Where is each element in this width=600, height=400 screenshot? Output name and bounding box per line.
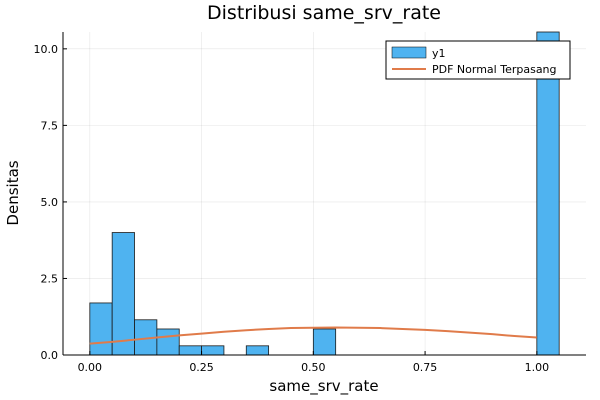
tick-labels: 0.00 0.25 0.50 0.75 1.00 0.0 2.5 5.0 7.5 10.0: [34, 43, 550, 374]
histogram-bar: [111, 232, 135, 356]
histogram-bar: [156, 328, 180, 356]
x-tick-label: 0.00: [78, 361, 103, 374]
histogram-bar: [201, 345, 225, 356]
pdf-curve: [89, 326, 537, 345]
histogram-bar: [536, 31, 560, 356]
histogram-bar: [245, 345, 270, 356]
legend-label-histogram: y1: [432, 47, 446, 60]
axes: [62, 32, 586, 356]
x-axis-title: same_srv_rate: [269, 377, 378, 396]
x-tick-label: 0.50: [301, 361, 326, 374]
histogram-bar: [89, 302, 113, 356]
x-tick-label: 0.25: [189, 361, 214, 374]
x-tick-label: 1.00: [525, 361, 550, 374]
histogram-bar: [312, 328, 337, 356]
histogram-bar: [178, 345, 202, 356]
legend-swatch-histogram: [391, 46, 427, 59]
y-tick-label: 2.5: [41, 272, 59, 285]
grid: [63, 32, 586, 356]
legend-label-curve: PDF Normal Terpasang: [432, 63, 557, 76]
histogram-bars: [89, 31, 560, 356]
y-tick-label: 10.0: [34, 43, 59, 56]
y-tick-label: 0.0: [41, 349, 59, 362]
y-tick-label: 7.5: [41, 119, 59, 132]
y-axis-title: Densitas: [4, 160, 22, 225]
pdf-curve-line: [89, 326, 537, 345]
legend: y1 PDF Normal Terpasang: [385, 40, 571, 80]
chart-title: Distribusi same_srv_rate: [207, 2, 441, 24]
y-tick-label: 5.0: [41, 196, 59, 209]
x-tick-label: 0.75: [413, 361, 438, 374]
